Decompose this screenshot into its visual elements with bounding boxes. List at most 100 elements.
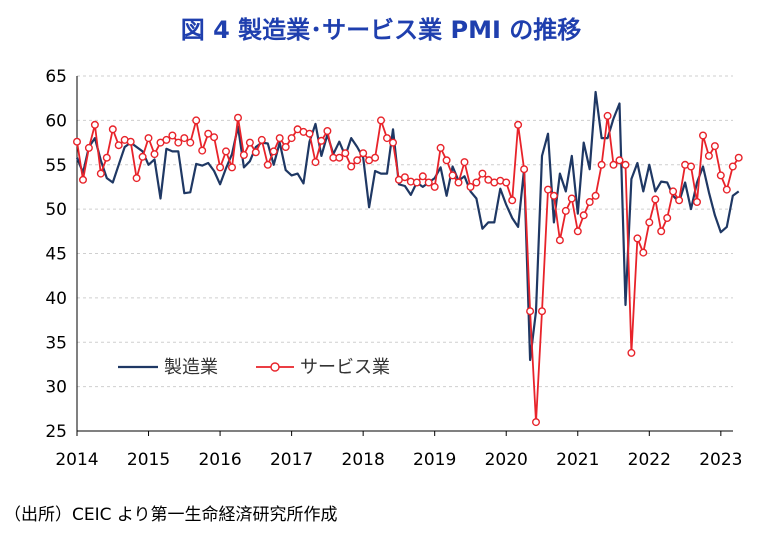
- data-point-services: [579, 211, 588, 220]
- data-point-services: [460, 158, 469, 167]
- data-point-services: [544, 185, 553, 194]
- data-point-services: [716, 171, 725, 180]
- data-point-services: [454, 178, 463, 187]
- data-point-services: [532, 418, 541, 427]
- data-point-services: [442, 156, 451, 165]
- x-tick-label: 2021: [556, 450, 599, 470]
- data-point-services: [227, 163, 236, 172]
- data-point-services: [621, 160, 630, 169]
- data-point-services: [508, 196, 517, 205]
- y-tick-label: 30: [45, 378, 67, 398]
- data-point-services: [192, 116, 201, 125]
- data-point-services: [281, 142, 290, 151]
- data-point-services: [323, 126, 332, 135]
- y-tick-label: 50: [45, 200, 67, 220]
- legend: 製造業 サービス業: [118, 357, 390, 378]
- data-point-services: [430, 182, 439, 191]
- data-point-services: [347, 162, 356, 171]
- data-point-services: [251, 148, 260, 157]
- data-point-services: [663, 213, 672, 222]
- data-point-services: [90, 120, 99, 129]
- data-point-services: [520, 165, 529, 174]
- data-point-services: [221, 147, 230, 156]
- data-point-services: [514, 120, 523, 129]
- data-point-services: [478, 169, 487, 178]
- data-point-services: [645, 218, 654, 227]
- gridlines: [77, 75, 733, 388]
- data-point-services: [424, 178, 433, 187]
- data-point-services: [263, 160, 272, 169]
- data-point-services: [734, 153, 743, 162]
- data-point-services: [412, 178, 421, 187]
- source-note: （出所）CEIC より第一生命経済研究所作成: [4, 505, 338, 525]
- y-tick-label: 40: [45, 289, 67, 309]
- data-point-services: [591, 191, 600, 200]
- data-point-services: [567, 194, 576, 203]
- data-point-services: [472, 178, 481, 187]
- data-point-services: [573, 227, 582, 236]
- data-point-services: [633, 234, 642, 243]
- data-point-services: [239, 150, 248, 159]
- data-point-services: [162, 135, 171, 144]
- data-point-services: [466, 182, 475, 191]
- x-tick-label: 2017: [270, 450, 313, 470]
- data-point-services: [603, 111, 612, 120]
- data-point-services: [383, 134, 392, 143]
- data-point-services: [687, 162, 696, 171]
- y-tick-label: 60: [45, 111, 67, 131]
- data-point-services: [174, 138, 183, 147]
- x-tick-label: 2015: [127, 450, 170, 470]
- data-point-services: [371, 153, 380, 162]
- data-point-services: [72, 137, 81, 146]
- data-point-services: [436, 143, 445, 152]
- data-point-services: [168, 131, 177, 140]
- legend-label-manufacturing: 製造業: [164, 357, 218, 378]
- x-tick-label: 2014: [55, 450, 98, 470]
- data-point-services: [204, 129, 213, 138]
- data-point-services: [186, 138, 195, 147]
- data-point-services: [359, 149, 368, 158]
- data-point-services: [389, 138, 398, 147]
- data-point-services: [275, 134, 284, 143]
- data-point-services: [108, 125, 117, 134]
- y-tick-label: 35: [45, 333, 67, 353]
- data-point-services: [526, 307, 535, 316]
- data-point-services: [400, 173, 409, 182]
- data-point-services: [78, 175, 87, 184]
- data-point-services: [305, 129, 314, 138]
- data-point-services: [502, 178, 511, 187]
- chart-title: 図 4 製造業･サービス業 PMI の推移: [180, 16, 582, 44]
- data-point-services: [198, 146, 207, 155]
- data-point-services: [615, 156, 624, 165]
- data-point-services: [549, 191, 558, 200]
- data-point-services: [233, 113, 242, 122]
- x-tick-label: 2019: [413, 450, 456, 470]
- y-tick-label: 55: [45, 156, 67, 176]
- data-point-services: [245, 138, 254, 147]
- data-point-services: [84, 143, 93, 152]
- data-point-services: [150, 150, 159, 159]
- data-point-services: [657, 227, 666, 236]
- data-point-services: [538, 307, 547, 316]
- axes: 25 30 35 40 45 50 55 60 65 2014 2015 2016 2017 2018 20…: [45, 67, 742, 470]
- y-tick-label: 45: [45, 245, 67, 265]
- data-point-services: [287, 134, 296, 143]
- data-point-services: [341, 149, 350, 158]
- data-point-services: [651, 195, 660, 204]
- data-point-services: [722, 185, 731, 194]
- legend-marker-services: [270, 362, 280, 372]
- x-tick-label: 2018: [342, 450, 385, 470]
- data-point-services: [597, 160, 606, 169]
- series-line-manufacturing: [75, 90, 740, 362]
- data-point-services: [335, 153, 344, 162]
- data-point-services: [114, 141, 123, 150]
- data-point-services: [257, 135, 266, 144]
- data-point-services: [710, 142, 719, 151]
- y-tick-label: 25: [45, 422, 67, 442]
- legend-label-services: サービス業: [300, 357, 390, 378]
- x-tick-label: 2016: [198, 450, 241, 470]
- data-point-services: [126, 137, 135, 146]
- data-point-services: [353, 156, 362, 165]
- data-point-services: [96, 169, 105, 178]
